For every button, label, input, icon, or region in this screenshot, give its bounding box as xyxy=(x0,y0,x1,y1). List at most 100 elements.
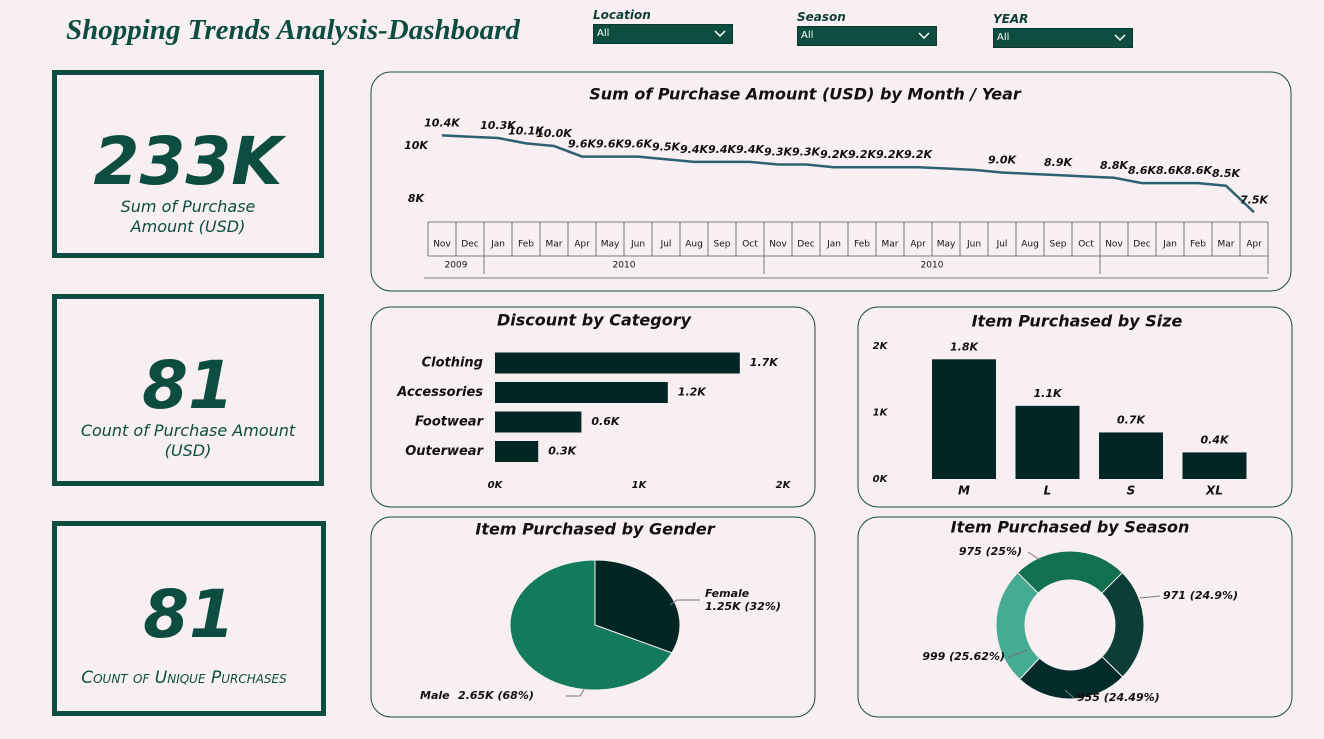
y-tick-label: Footwear xyxy=(415,415,485,430)
data-label: 9.6K xyxy=(624,138,653,151)
x-tick-label: Jan xyxy=(1162,240,1177,250)
data-label: 8.8K xyxy=(1100,159,1129,172)
x-tick-label: Feb xyxy=(518,240,534,250)
data-label: 8.6K xyxy=(1156,164,1185,177)
data-label: 1.1K xyxy=(1033,387,1062,400)
kpi-label: Count of Unique Purchases xyxy=(81,668,287,688)
leader-line xyxy=(1139,595,1161,599)
data-label: 1.2K xyxy=(678,386,707,399)
x-tick-label: Dec xyxy=(461,240,478,250)
leader-line xyxy=(566,687,586,697)
chevron xyxy=(918,32,930,40)
filter[interactable]: YEAR All xyxy=(993,12,1133,48)
x-tick-label: Mar xyxy=(882,240,899,250)
x-tick-label: Dec xyxy=(797,240,814,250)
pie-slice xyxy=(594,559,681,654)
pie-label: 1.25K (32%) xyxy=(705,600,781,613)
data-label: 9.5K xyxy=(652,140,681,153)
filter-value: All xyxy=(801,30,814,41)
x-tick-label: Jul xyxy=(660,240,672,250)
chart-title: Discount by Category xyxy=(497,311,692,330)
x-tick-label: Feb xyxy=(854,240,870,250)
chart-title: Item Purchased by Size xyxy=(972,312,1183,331)
x-tick-label: Mar xyxy=(546,240,563,250)
data-label: 9.4K xyxy=(736,143,765,156)
filter[interactable]: Season All xyxy=(797,10,937,46)
data-label: 0.6K xyxy=(591,415,620,428)
x-tick-label: L xyxy=(1044,484,1052,498)
dashboard-title: Shopping Trends Analysis-Dashboard xyxy=(66,14,520,46)
donut-label: 955 (24.49%) xyxy=(1077,691,1160,704)
x-tick-label: May xyxy=(937,240,956,250)
bar xyxy=(495,441,539,462)
data-label: 9.4K xyxy=(680,143,709,156)
y-tick-label: 8K xyxy=(408,192,426,205)
y-tick-label: Clothing xyxy=(422,356,483,371)
data-label: 1.8K xyxy=(950,340,979,353)
filter[interactable]: Location All xyxy=(593,8,733,44)
data-label: 9.4K xyxy=(708,143,737,156)
filter-dropdown[interactable]: All xyxy=(797,26,937,46)
filter-dropdown[interactable]: All xyxy=(993,28,1133,48)
x-tick-label: Apr xyxy=(1246,240,1262,250)
donut-label: 975 (25%) xyxy=(959,545,1022,558)
x-tick-label: 2K xyxy=(776,480,792,491)
filter-value: All xyxy=(597,28,610,39)
bar xyxy=(932,359,996,479)
x-group-label: 2009 xyxy=(445,261,468,271)
x-tick-label: Sep xyxy=(1050,240,1067,250)
y-tick-label: Accessories xyxy=(396,385,483,400)
kpi-card: 81 Count of Unique Purchases xyxy=(52,521,326,716)
x-tick-label: 1K xyxy=(632,480,648,491)
donut-slice xyxy=(995,571,1041,681)
data-label: 10.3K xyxy=(480,119,517,132)
filter-label: Location xyxy=(593,8,651,22)
filter-dropdown[interactable]: All xyxy=(593,24,733,44)
data-label: 9.3K xyxy=(792,146,821,159)
data-label: 8.5K xyxy=(1212,167,1241,180)
leader-line xyxy=(1027,551,1041,561)
x-tick-label: Feb xyxy=(1190,240,1206,250)
x-tick-label: XL xyxy=(1205,484,1223,498)
x-tick-label: Aug xyxy=(1021,240,1039,250)
x-tick-label: Oct xyxy=(742,240,758,250)
bar xyxy=(495,382,668,403)
x-tick-label: Apr xyxy=(574,240,590,250)
x-tick-label: S xyxy=(1127,484,1136,498)
y-tick-label: 10K xyxy=(404,139,429,152)
x-tick-label: Dec xyxy=(1133,240,1150,250)
data-label: 10.1K xyxy=(508,124,545,137)
data-label: 1.7K xyxy=(750,356,779,369)
y-tick-label: Outerwear xyxy=(405,444,484,459)
y-tick-label: 1K xyxy=(873,408,889,419)
chart-title: Item Purchased by Season xyxy=(951,518,1190,537)
panel xyxy=(857,516,1293,718)
filter-label: YEAR xyxy=(993,12,1029,26)
kpi-value: 81 xyxy=(142,347,234,424)
data-label: 9.6K xyxy=(596,138,625,151)
x-tick-label: Oct xyxy=(1078,240,1094,250)
data-label: 0.4K xyxy=(1200,433,1229,446)
pie-slice xyxy=(509,559,673,691)
leader-line xyxy=(1064,689,1075,699)
bar xyxy=(495,411,582,433)
x-tick-label: May xyxy=(601,240,620,250)
x-tick-label: Jan xyxy=(490,240,505,250)
donut-label: 971 (24.9%) xyxy=(1163,589,1238,602)
pie-label: Female xyxy=(705,587,750,600)
x-tick-label: 0K xyxy=(488,480,504,491)
x-tick-label: Mar xyxy=(1218,240,1235,250)
kpi-label: Count of Purchase Amount (USD) xyxy=(80,421,296,460)
y-tick-label: 0K xyxy=(873,474,889,485)
data-label: 9.2K xyxy=(820,148,849,161)
data-label: 10.0K xyxy=(536,127,573,140)
filter-value: All xyxy=(997,32,1010,43)
donut-label: 999 (25.62%) xyxy=(922,650,1005,663)
kpi-card: 81 Count of Purchase Amount (USD) xyxy=(52,294,324,486)
x-tick-label: Jul xyxy=(996,240,1008,250)
data-label: 8.9K xyxy=(1044,156,1073,169)
data-label: 8.6K xyxy=(1184,164,1213,177)
data-label: 9.6K xyxy=(568,138,597,151)
data-label: 7.5K xyxy=(1240,193,1269,206)
